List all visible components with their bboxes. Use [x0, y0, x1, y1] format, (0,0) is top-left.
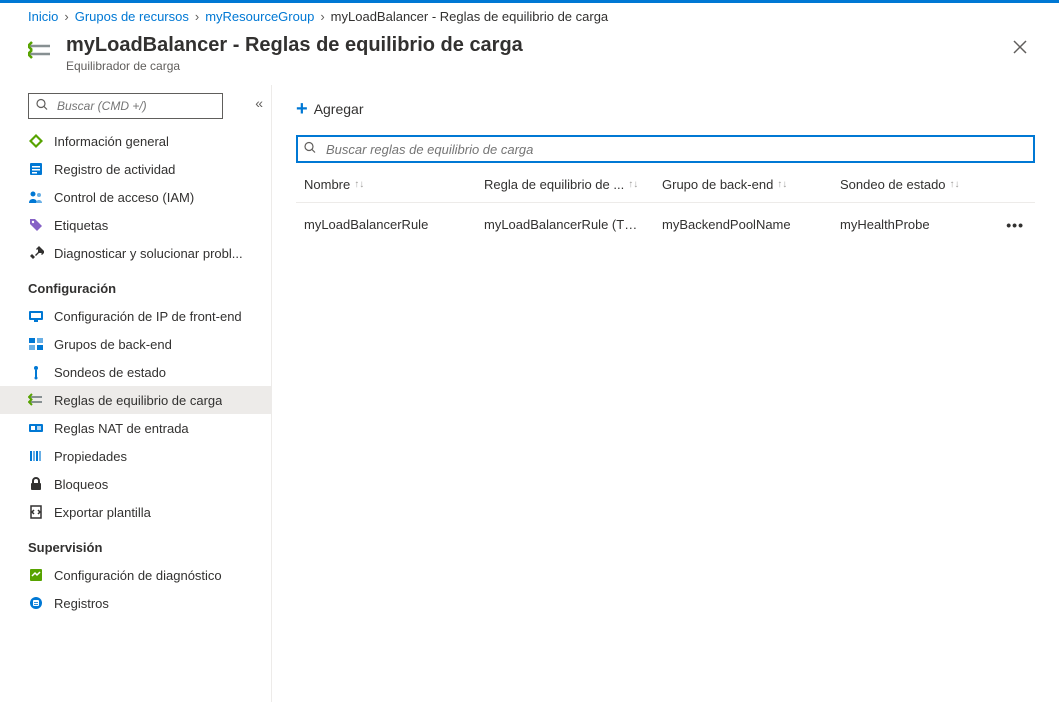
overview-icon — [28, 133, 44, 149]
add-button-label: Agregar — [314, 101, 364, 117]
column-header-rule[interactable]: Regla de equilibrio de ...↑↓ — [476, 167, 654, 202]
sidebar-item-label: Configuración de IP de front-end — [54, 309, 242, 324]
sidebar-item-label: Propiedades — [54, 449, 127, 464]
logs-icon — [28, 595, 44, 611]
sidebar-item-label: Exportar plantilla — [54, 505, 151, 520]
health-probes-icon — [28, 364, 44, 380]
column-header-backend[interactable]: Grupo de back-end↑↓ — [654, 167, 832, 202]
export-template-icon — [28, 504, 44, 520]
column-header-probe[interactable]: Sondeo de estado↑↓ — [832, 167, 992, 202]
sidebar-item-logs[interactable]: Registros — [0, 589, 271, 617]
sidebar: « Información general Registro de activid… — [0, 85, 272, 702]
lb-rules-icon — [28, 392, 44, 408]
breadcrumb-separator: › — [320, 9, 324, 24]
sort-icon: ↑↓ — [950, 179, 960, 190]
sidebar-item-frontend-ip[interactable]: Configuración de IP de front-end — [0, 302, 271, 330]
breadcrumb-separator: › — [195, 9, 199, 24]
sort-icon: ↑↓ — [354, 179, 364, 190]
sidebar-search-input[interactable] — [28, 93, 223, 119]
breadcrumb-current: myLoadBalancer - Reglas de equilibrio de… — [331, 9, 609, 24]
sidebar-collapse-button[interactable]: « — [255, 95, 263, 111]
sort-icon: ↑↓ — [777, 179, 787, 190]
toolbar: + Agregar — [296, 93, 1035, 135]
tags-icon — [28, 217, 44, 233]
sort-icon: ↑↓ — [628, 179, 638, 190]
table-header: Nombre↑↓ Regla de equilibrio de ...↑↓ Gr… — [296, 167, 1035, 203]
close-button[interactable] — [1009, 34, 1031, 63]
breadcrumb-separator: › — [64, 9, 68, 24]
locks-icon — [28, 476, 44, 492]
page-subtitle: Equilibrador de carga — [66, 59, 523, 73]
sidebar-item-nat-rules[interactable]: Reglas NAT de entrada — [0, 414, 271, 442]
diagnostic-settings-icon — [28, 567, 44, 583]
frontend-ip-icon — [28, 308, 44, 324]
backend-pools-icon — [28, 336, 44, 352]
breadcrumb: Inicio › Grupos de recursos › myResource… — [0, 3, 1059, 30]
sidebar-item-access-control[interactable]: Control de acceso (IAM) — [0, 183, 271, 211]
sidebar-item-health-probes[interactable]: Sondeos de estado — [0, 358, 271, 386]
properties-icon — [28, 448, 44, 464]
sidebar-item-label: Registros — [54, 596, 109, 611]
column-header-name[interactable]: Nombre↑↓ — [296, 167, 476, 202]
rules-table: Nombre↑↓ Regla de equilibrio de ...↑↓ Gr… — [296, 167, 1035, 247]
main-search — [296, 135, 1035, 163]
sidebar-item-label: Control de acceso (IAM) — [54, 190, 194, 205]
sidebar-item-export-template[interactable]: Exportar plantilla — [0, 498, 271, 526]
cell-name: myLoadBalancerRule — [296, 207, 476, 243]
sidebar-item-overview[interactable]: Información general — [0, 127, 271, 155]
activity-log-icon — [28, 161, 44, 177]
load-balancer-icon — [28, 38, 56, 66]
add-button[interactable]: + Agregar — [296, 99, 364, 119]
sidebar-item-activity-log[interactable]: Registro de actividad — [0, 155, 271, 183]
sidebar-item-backend-pools[interactable]: Grupos de back-end — [0, 330, 271, 358]
sidebar-item-label: Sondeos de estado — [54, 365, 166, 380]
diagnose-icon — [28, 245, 44, 261]
sidebar-item-diagnose[interactable]: Diagnosticar y solucionar probl... — [0, 239, 271, 267]
main-content: + Agregar Nombre↑↓ Regla de equilibrio d… — [272, 85, 1059, 702]
rules-search-input[interactable] — [296, 135, 1035, 163]
plus-icon: + — [296, 99, 308, 119]
access-control-icon — [28, 189, 44, 205]
sidebar-item-diagnostic-settings[interactable]: Configuración de diagnóstico — [0, 561, 271, 589]
sidebar-item-label: Etiquetas — [54, 218, 108, 233]
sidebar-item-lb-rules[interactable]: Reglas de equilibrio de carga — [0, 386, 271, 414]
sidebar-search — [28, 93, 259, 119]
sidebar-item-label: Grupos de back-end — [54, 337, 172, 352]
cell-backend: myBackendPoolName — [654, 207, 832, 243]
sidebar-section-header: Supervisión — [0, 526, 271, 561]
search-icon — [304, 142, 316, 157]
sidebar-item-label: Diagnosticar y solucionar probl... — [54, 246, 243, 261]
nat-rules-icon — [28, 420, 44, 436]
sidebar-section-header: Configuración — [0, 267, 271, 302]
sidebar-item-label: Configuración de diagnóstico — [54, 568, 222, 583]
breadcrumb-link-resource-group[interactable]: myResourceGroup — [205, 9, 314, 24]
page-title: myLoadBalancer - Reglas de equilibrio de… — [66, 34, 523, 57]
sidebar-item-tags[interactable]: Etiquetas — [0, 211, 271, 239]
sidebar-item-label: Reglas de equilibrio de carga — [54, 393, 222, 408]
sidebar-item-label: Reglas NAT de entrada — [54, 421, 189, 436]
cell-probe: myHealthProbe — [832, 207, 992, 243]
table-row[interactable]: myLoadBalancerRule myLoadBalancerRule (T… — [296, 203, 1035, 247]
sidebar-item-label: Bloqueos — [54, 477, 108, 492]
sidebar-item-label: Información general — [54, 134, 169, 149]
row-menu-button[interactable]: ••• — [1006, 217, 1024, 233]
page-header: myLoadBalancer - Reglas de equilibrio de… — [0, 30, 1059, 85]
sidebar-item-properties[interactable]: Propiedades — [0, 442, 271, 470]
cell-rule: myLoadBalancerRule (TCP... — [476, 207, 654, 243]
sidebar-item-locks[interactable]: Bloqueos — [0, 470, 271, 498]
breadcrumb-link-home[interactable]: Inicio — [28, 9, 58, 24]
sidebar-item-label: Registro de actividad — [54, 162, 175, 177]
breadcrumb-link-resource-groups[interactable]: Grupos de recursos — [75, 9, 189, 24]
search-icon — [36, 99, 48, 114]
